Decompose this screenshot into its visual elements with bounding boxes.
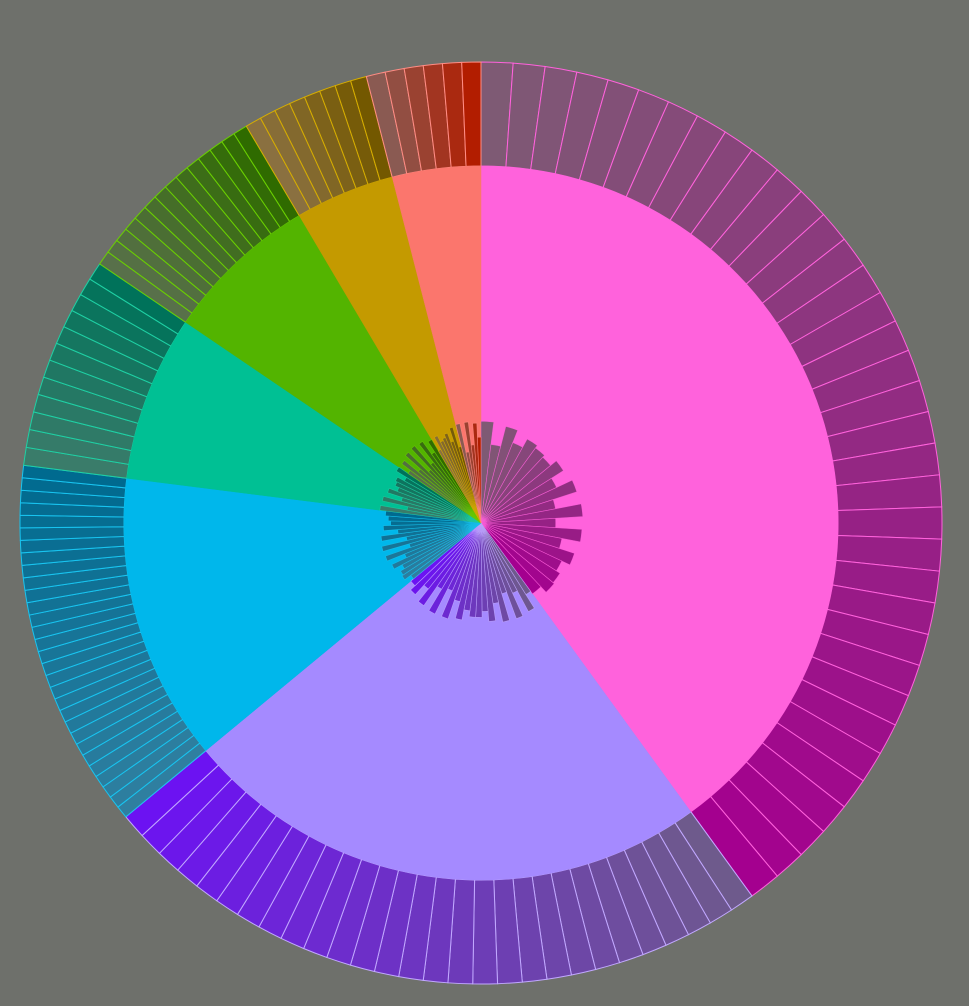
inner-spoke-1-20 bbox=[410, 522, 482, 595]
inner-spoke-6-0 bbox=[455, 423, 482, 524]
inner-spoke-6-4 bbox=[472, 422, 482, 524]
inner-spoke-2-6 bbox=[385, 522, 482, 562]
main-wedge-3 bbox=[126, 321, 482, 524]
inner-spoke-0-7 bbox=[480, 460, 564, 524]
outer-segment-0-22 bbox=[837, 506, 943, 540]
inner-spoke-0-15 bbox=[480, 522, 575, 566]
inner-spoke-4-5 bbox=[410, 445, 482, 524]
inner-spoke-4-7 bbox=[418, 440, 482, 524]
inner-spoke-2-8 bbox=[381, 522, 482, 552]
inner-spoke-0-18 bbox=[480, 522, 555, 593]
inner-spoke-1-18 bbox=[417, 522, 482, 607]
main-wedge-1 bbox=[205, 522, 692, 881]
inner-spoke-1-16 bbox=[428, 522, 482, 615]
inner-spoke-0-5 bbox=[480, 447, 545, 524]
inner-spoke-0-9 bbox=[480, 479, 578, 524]
inner-spoke-2-12 bbox=[383, 522, 482, 531]
inner-spoke-3-9 bbox=[395, 466, 482, 524]
inner-spoke-1-21 bbox=[410, 522, 482, 587]
outer-segment-1-11 bbox=[472, 879, 499, 985]
inner-spoke-6-2 bbox=[463, 421, 482, 524]
inner-spoke-0-4 bbox=[480, 438, 538, 524]
inner-spoke-1-5 bbox=[480, 522, 510, 623]
inner-ring bbox=[379, 420, 584, 623]
inner-spoke-1-1 bbox=[480, 522, 535, 613]
inner-spoke-2-2 bbox=[400, 522, 482, 576]
inner-spoke-4-9 bbox=[427, 439, 482, 524]
main-wedge-0 bbox=[480, 165, 839, 813]
main-wedge-4 bbox=[185, 215, 482, 524]
outer-ring bbox=[19, 61, 943, 985]
inner-spoke-5-6 bbox=[449, 426, 482, 524]
inner-spoke-2-10 bbox=[380, 522, 482, 542]
inner-spoke-5-4 bbox=[443, 432, 482, 524]
inner-spoke-1-3 bbox=[480, 522, 524, 620]
inner-spoke-2-1 bbox=[401, 522, 482, 581]
inner-spoke-2-4 bbox=[391, 522, 482, 570]
inner-spoke-5-1 bbox=[433, 435, 482, 524]
inner-spoke-4-3 bbox=[404, 451, 482, 524]
inner-spoke-0-11 bbox=[480, 503, 584, 524]
inner-spoke-0-2 bbox=[480, 426, 519, 524]
inner-spoke-1-7 bbox=[480, 522, 496, 622]
inner-spoke-6-5 bbox=[477, 436, 482, 524]
inner-spoke-4-1 bbox=[401, 460, 482, 524]
inner-spoke-0-19 bbox=[480, 522, 542, 595]
